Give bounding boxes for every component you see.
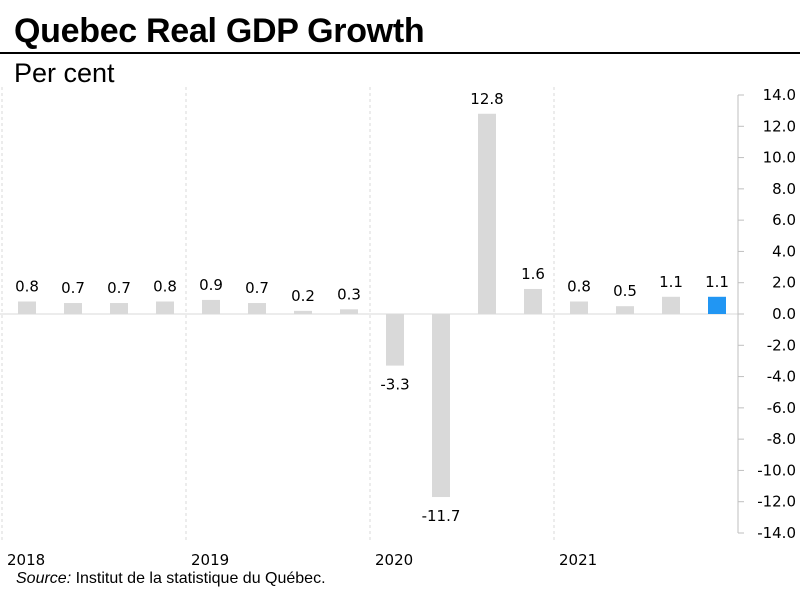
- y-tick-label: 6.0: [772, 211, 796, 229]
- y-tick-label: 12.0: [763, 117, 796, 135]
- bar-value-label: -3.3: [380, 376, 409, 394]
- x-year-label: 2021: [559, 551, 597, 569]
- bar: [524, 288, 542, 314]
- bar-value-label: 0.8: [15, 277, 39, 295]
- bar: [18, 301, 36, 314]
- y-tick-label: -12.0: [757, 493, 796, 511]
- bar: [156, 301, 174, 314]
- y-tick-label: -4.0: [767, 368, 796, 386]
- bar-value-label: 0.5: [613, 282, 637, 300]
- y-tick-label: 10.0: [763, 149, 796, 167]
- bar: [110, 303, 128, 314]
- title-rule: [0, 52, 800, 54]
- chart-subtitle: Per cent: [14, 58, 115, 88]
- bar: [248, 303, 266, 314]
- source-text: Institut de la statistique du Québec.: [71, 570, 326, 587]
- chart-title: Quebec Real GDP Growth: [14, 12, 425, 50]
- bar: [570, 301, 588, 314]
- x-year-label: 2018: [7, 551, 45, 569]
- bar-value-label: 1.1: [705, 273, 729, 291]
- y-tick-label: 4.0: [772, 242, 796, 260]
- grid-layer: [1, 87, 555, 543]
- y-tick-label: -8.0: [767, 430, 796, 448]
- x-year-label: 2020: [375, 551, 413, 569]
- bar: [202, 299, 220, 314]
- y-tick-label: 8.0: [772, 180, 796, 198]
- label-layer: 14.0 12.0 10.0 8.0 6.0 4.0 2.0 0.0 -2.0 -4.0 -6.0 -…: [7, 86, 796, 569]
- bar: [662, 296, 680, 314]
- y-tick-label: -2.0: [767, 336, 796, 354]
- bar-value-label: 0.2: [291, 287, 315, 305]
- y-tick-label: -10.0: [757, 461, 796, 479]
- bar-value-label: -11.7: [422, 507, 461, 525]
- y-tick-label: -6.0: [767, 399, 796, 417]
- bar: [432, 314, 450, 498]
- bar-value-label: 12.8: [470, 90, 503, 108]
- bar-value-label: 0.3: [337, 285, 361, 303]
- source-note: Source: Institut de la statistique du Qu…: [16, 570, 326, 588]
- x-year-label: 2019: [191, 551, 229, 569]
- bar: [294, 310, 312, 314]
- y-tick-label: 14.0: [763, 86, 796, 104]
- y-tick-label: 2.0: [772, 274, 796, 292]
- y-tick-label: -14.0: [757, 524, 796, 542]
- bar-value-label: 0.9: [199, 276, 223, 294]
- bar: [386, 314, 404, 366]
- source-label: Source:: [16, 570, 72, 587]
- bar: [708, 296, 726, 314]
- bar-value-label: 0.8: [567, 277, 591, 295]
- bar-layer: [18, 113, 726, 498]
- bar-value-label: 1.6: [521, 265, 545, 283]
- bar: [340, 309, 358, 314]
- bar: [64, 303, 82, 314]
- bar-value-label: 1.1: [659, 273, 683, 291]
- y-tick-label: 0.0: [772, 305, 796, 323]
- bar-value-label: 0.7: [61, 279, 85, 297]
- bar-value-label: 0.7: [107, 279, 131, 297]
- bar-value-label: 0.8: [153, 277, 177, 295]
- bar: [616, 306, 634, 314]
- bar: [478, 113, 496, 315]
- bar-value-label: 0.7: [245, 279, 269, 297]
